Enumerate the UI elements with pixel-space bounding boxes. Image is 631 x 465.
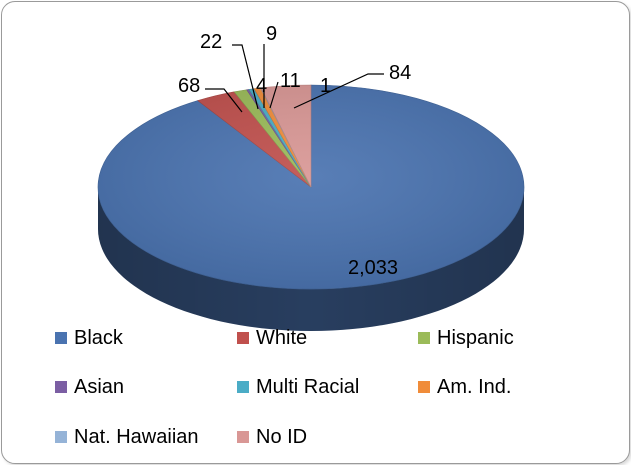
- legend-item-no-id: No ID: [237, 424, 307, 450]
- leader-line-white: [205, 88, 243, 113]
- legend-swatch: [237, 431, 249, 443]
- legend-label: Nat. Hawaiian: [74, 425, 199, 448]
- legend-item-black: Black: [55, 325, 123, 351]
- legend-label: White: [256, 326, 308, 349]
- data-label-asian: 4: [256, 75, 267, 97]
- data-label-black: 2,033: [348, 257, 398, 279]
- legend-swatch: [418, 381, 430, 393]
- legend-swatch: [418, 332, 430, 344]
- legend-label: No ID: [256, 425, 308, 448]
- data-label-no-id: 84: [389, 62, 411, 84]
- leader-line-hispanic: [232, 44, 259, 110]
- legend-item-hispanic: Hispanic: [418, 325, 514, 351]
- legend-swatch: [237, 332, 249, 344]
- legend-swatch: [55, 332, 67, 344]
- leader-line-no-id: [293, 73, 384, 109]
- legend-swatch: [237, 381, 249, 393]
- legend-swatch: [55, 431, 67, 443]
- legend-item-asian: Asian: [55, 374, 124, 400]
- data-label-multi-racial: 9: [266, 23, 277, 45]
- legend-swatch: [55, 381, 67, 393]
- data-label-hispanic: 22: [200, 31, 222, 53]
- legend-label: Hispanic: [437, 326, 514, 349]
- data-label-nat-hawaiian: 1: [320, 75, 331, 97]
- legend-item-white: White: [237, 325, 307, 351]
- legend-label: Multi Racial: [256, 375, 360, 398]
- pie-side-shade: [98, 187, 524, 331]
- data-label-white: 68: [178, 75, 200, 97]
- legend-label: Black: [74, 326, 123, 349]
- leader-line-am-ind: [269, 81, 279, 109]
- legend-item-multi-racial: Multi Racial: [237, 374, 359, 400]
- legend-label: Asian: [74, 375, 125, 398]
- legend-item-nat-hawaiian: Nat. Hawaiian: [55, 424, 199, 450]
- data-label-am-ind: 11: [280, 70, 301, 92]
- legend-item-am-ind: Am. Ind.: [418, 374, 511, 400]
- pie-top-gloss: [98, 85, 524, 289]
- legend-label: Am. Ind.: [437, 375, 512, 398]
